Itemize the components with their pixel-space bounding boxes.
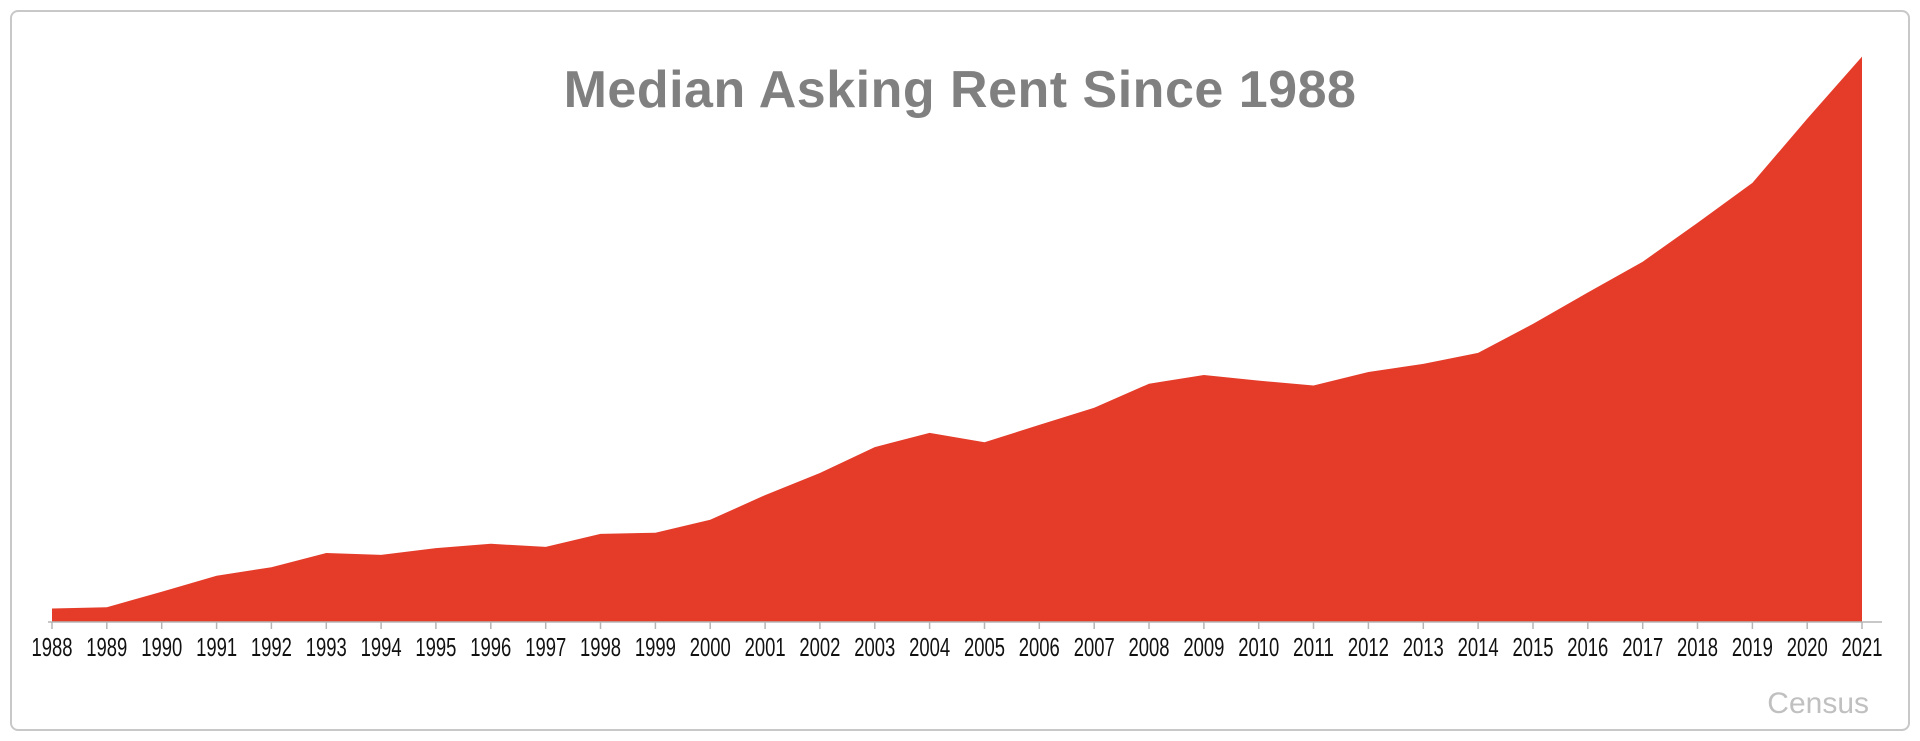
x-tick-label: 1998 bbox=[580, 632, 621, 662]
x-tick-label: 1993 bbox=[306, 632, 347, 662]
x-tick-label: 2011 bbox=[1293, 632, 1334, 662]
x-tick-label: 2017 bbox=[1622, 632, 1663, 662]
x-tick-label: 1999 bbox=[635, 632, 676, 662]
x-tick-label: 1994 bbox=[361, 632, 402, 662]
x-tick-label: 2018 bbox=[1677, 632, 1718, 662]
x-tick-label: 1990 bbox=[141, 632, 182, 662]
x-tick-label: 1997 bbox=[525, 632, 566, 662]
x-tick-label: 2008 bbox=[1129, 632, 1170, 662]
x-tick-label: 2020 bbox=[1787, 632, 1828, 662]
chart-title: Median Asking Rent Since 1988 bbox=[563, 61, 1357, 119]
x-tick-label: 2014 bbox=[1458, 632, 1499, 662]
x-tick-label: 2005 bbox=[964, 632, 1005, 662]
x-tick-label: 1991 bbox=[196, 632, 237, 662]
x-tick-label: 2010 bbox=[1238, 632, 1279, 662]
x-tick-label: 2000 bbox=[690, 632, 731, 662]
x-tick-label: 2007 bbox=[1074, 632, 1115, 662]
x-tick-label: 2003 bbox=[854, 632, 895, 662]
x-tick-label: 1996 bbox=[470, 632, 511, 662]
x-tick-label: 2012 bbox=[1348, 632, 1389, 662]
x-tick-label: 2013 bbox=[1403, 632, 1444, 662]
x-tick-label: 2019 bbox=[1732, 632, 1773, 662]
x-tick-label: 2006 bbox=[1019, 632, 1060, 662]
x-tick-label: 2002 bbox=[799, 632, 840, 662]
x-tick-label: 2015 bbox=[1513, 632, 1554, 662]
x-tick-label: 2001 bbox=[745, 632, 786, 662]
x-tick-label: 2009 bbox=[1183, 632, 1224, 662]
x-tick-label: 1988 bbox=[32, 632, 73, 662]
x-tick-label: 2021 bbox=[1842, 632, 1883, 662]
x-tick-label: 1992 bbox=[251, 632, 292, 662]
x-tick-label: 2016 bbox=[1567, 632, 1608, 662]
rent-area-series bbox=[52, 56, 1862, 623]
x-tick-label: 1995 bbox=[415, 632, 456, 662]
x-tick-label: 2004 bbox=[909, 632, 950, 662]
source-label: Census bbox=[1767, 687, 1869, 720]
x-tick-label: 1989 bbox=[86, 632, 127, 662]
